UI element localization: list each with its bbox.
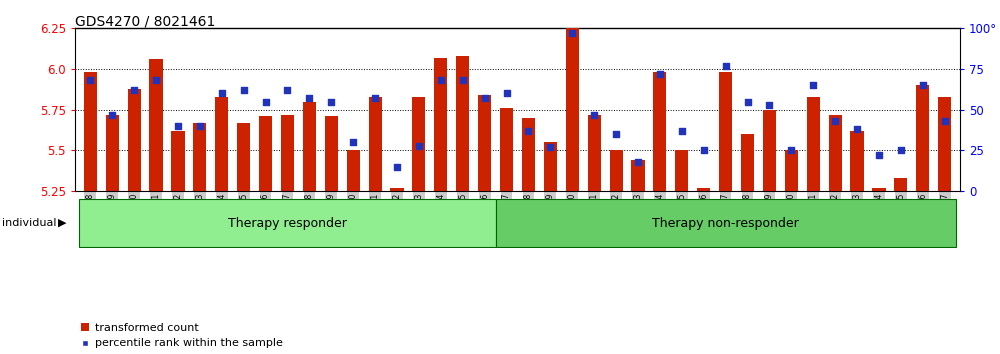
Bar [215, 97, 228, 191]
Point [608, 131, 624, 137]
Point [126, 87, 142, 93]
Bar [347, 150, 360, 191]
Text: individual: individual [2, 218, 56, 228]
Bar [653, 72, 666, 191]
Bar [785, 150, 798, 191]
Bar [894, 178, 907, 191]
Bar [916, 85, 929, 191]
Bar [872, 188, 886, 191]
Point [718, 63, 734, 69]
Bar [544, 142, 557, 191]
Point [761, 102, 777, 108]
Bar [171, 131, 185, 191]
Bar [456, 56, 469, 191]
Text: Therapy responder: Therapy responder [228, 217, 347, 229]
Bar [496, 199, 956, 247]
Point [301, 96, 317, 101]
Bar [807, 97, 820, 191]
Point [389, 164, 405, 170]
Bar [566, 28, 579, 191]
Point [279, 87, 295, 93]
Text: GDS4270 / 8021461: GDS4270 / 8021461 [75, 14, 215, 28]
Legend: transformed count, percentile rank within the sample: transformed count, percentile rank withi… [81, 323, 283, 348]
Point [871, 153, 887, 158]
Bar [237, 123, 250, 191]
Point [345, 139, 361, 145]
Bar [390, 188, 404, 191]
Text: ▶: ▶ [58, 218, 66, 228]
Text: Therapy non-responder: Therapy non-responder [652, 217, 799, 229]
Point [367, 96, 383, 101]
Bar [369, 97, 382, 191]
Point [323, 99, 339, 104]
Bar [281, 115, 294, 191]
Bar [829, 115, 842, 191]
Bar [412, 97, 425, 191]
Bar [303, 102, 316, 191]
Bar [675, 150, 688, 191]
Bar [522, 118, 535, 191]
Point [937, 118, 953, 124]
Bar [149, 59, 163, 191]
Bar [84, 72, 97, 191]
Bar [719, 72, 732, 191]
Point [630, 159, 646, 165]
Bar [938, 97, 951, 191]
Point [82, 78, 98, 83]
Bar [128, 88, 141, 191]
Point [192, 123, 208, 129]
Point [477, 96, 493, 101]
Point [674, 128, 690, 134]
Point [696, 148, 712, 153]
Point [520, 128, 536, 134]
Point [805, 82, 821, 88]
Bar [850, 131, 864, 191]
Point [915, 82, 931, 88]
Point [411, 143, 427, 148]
Point [849, 126, 865, 132]
Point [433, 78, 449, 83]
Point [148, 78, 164, 83]
Bar [434, 58, 447, 191]
Point [542, 144, 558, 150]
Bar [193, 123, 206, 191]
Point [499, 91, 515, 96]
Bar [763, 110, 776, 191]
Bar [106, 115, 119, 191]
Bar [79, 199, 496, 247]
Point [586, 112, 602, 118]
Bar [741, 134, 754, 191]
Point [104, 112, 120, 118]
Point [236, 87, 252, 93]
Point [740, 99, 756, 104]
Point [893, 148, 909, 153]
Point [652, 71, 668, 77]
Bar [478, 95, 491, 191]
Bar [259, 116, 272, 191]
Point [258, 99, 274, 104]
Point [827, 118, 843, 124]
Bar [631, 160, 645, 191]
Bar [325, 116, 338, 191]
Bar [588, 115, 601, 191]
Point [455, 78, 471, 83]
Bar [610, 150, 623, 191]
Bar [697, 188, 710, 191]
Point [783, 148, 799, 153]
Point [564, 30, 580, 36]
Bar [500, 108, 513, 191]
Point [170, 123, 186, 129]
Point [214, 91, 230, 96]
